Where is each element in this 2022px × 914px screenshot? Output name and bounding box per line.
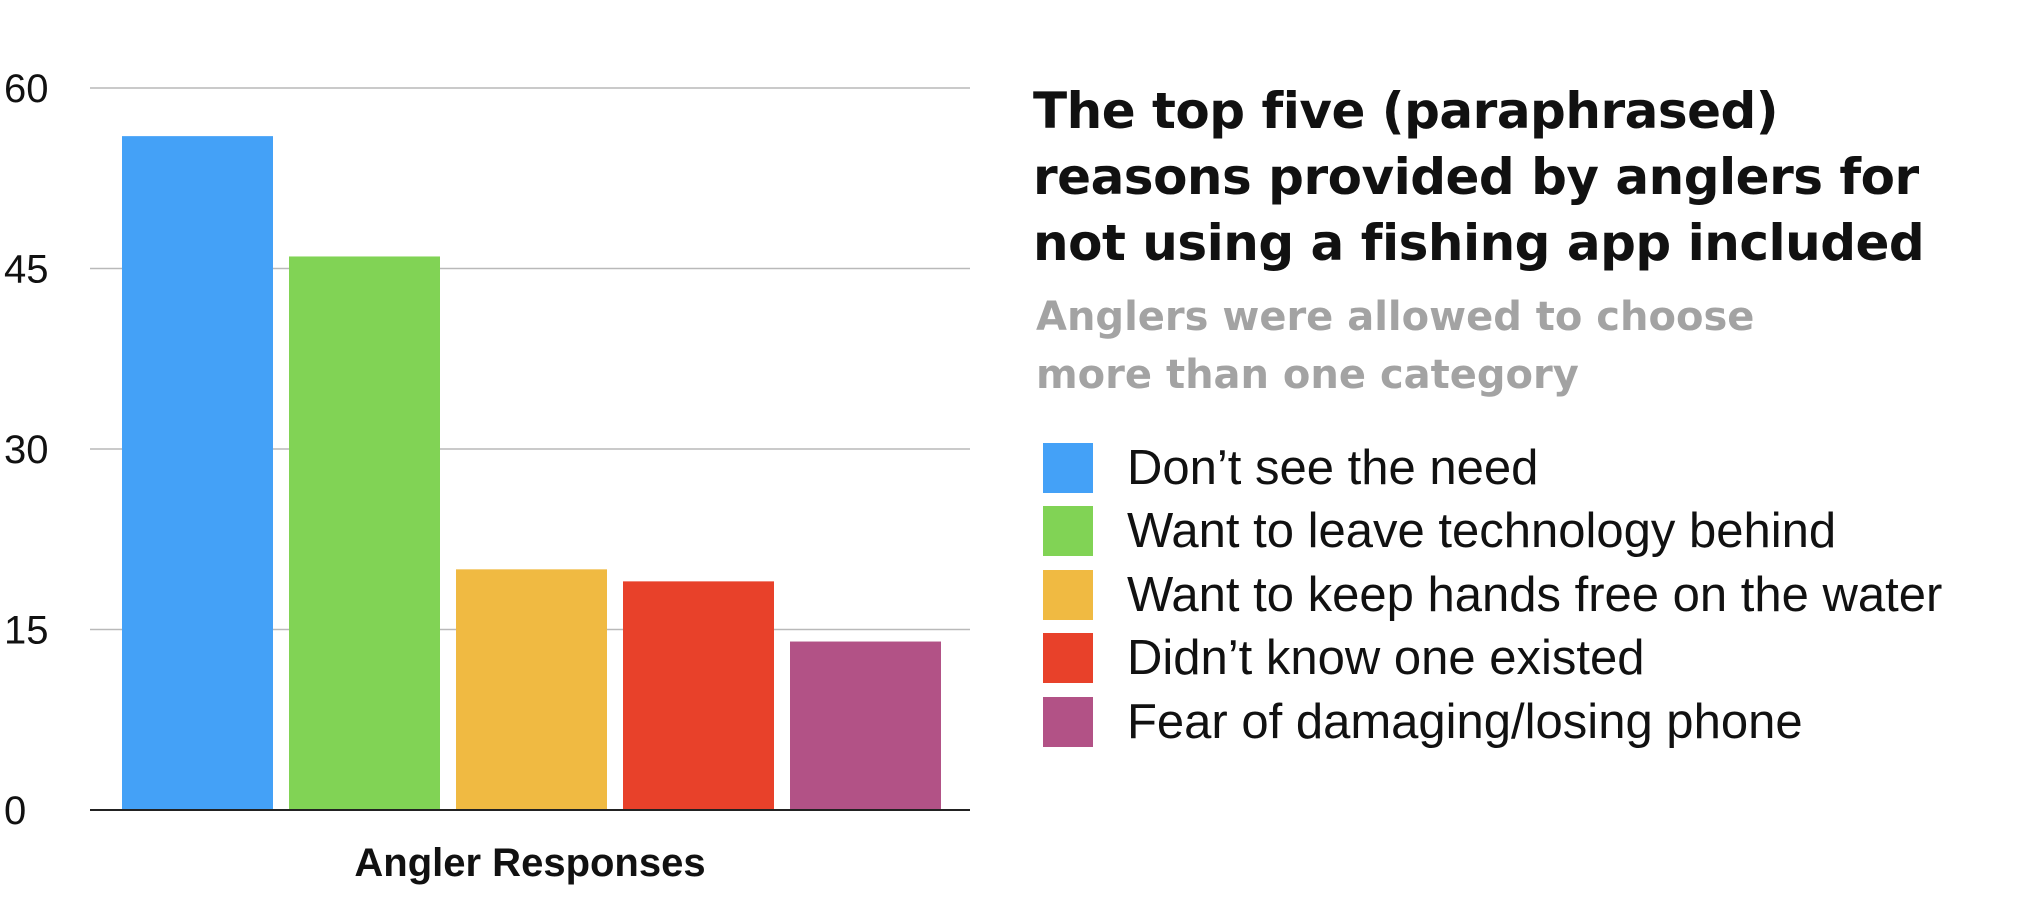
y-tick-label: 60	[4, 67, 49, 111]
bar-chart: 0 15 30 45 60 Angler Responses	[4, 67, 970, 885]
legend: Don’t see the need Want to leave technolo…	[1043, 436, 1942, 754]
legend-label: Didn’t know one existed	[1127, 631, 1645, 686]
legend-swatch	[1043, 442, 1093, 493]
bars	[122, 136, 941, 811]
bar	[289, 256, 440, 810]
legend-label: Don’t see the need	[1127, 440, 1539, 495]
legend-item: Fear of damaging/losing phone	[1043, 690, 1942, 754]
legend-swatch	[1043, 569, 1093, 620]
bar	[790, 641, 941, 810]
legend-label: Want to keep hands free on the water	[1127, 567, 1943, 622]
legend-item: Want to keep hands free on the water	[1043, 563, 1942, 627]
legend-swatch	[1043, 506, 1093, 557]
y-tick-label: 0	[4, 789, 26, 833]
legend-swatch	[1043, 633, 1093, 684]
chart-title: The top five (paraphrased) reasons provi…	[1033, 82, 1925, 272]
bar	[623, 581, 774, 810]
legend-item: Want to leave technology behind	[1043, 500, 1942, 564]
legend-item: Don’t see the need	[1043, 436, 1942, 500]
legend-item: Didn’t know one existed	[1043, 627, 1942, 691]
y-tick-label: 15	[4, 609, 49, 653]
x-axis-label: Angler Responses	[354, 841, 705, 885]
bar	[122, 136, 273, 811]
bar	[456, 569, 607, 810]
legend-label: Want to leave technology behind	[1127, 504, 1837, 559]
chart-subtitle: Anglers were allowed to choose more than…	[1036, 294, 1755, 398]
legend-swatch	[1043, 696, 1093, 747]
y-tick-label: 45	[4, 248, 49, 292]
legend-label: Fear of damaging/losing phone	[1127, 694, 1803, 749]
y-tick-label: 30	[4, 428, 49, 472]
y-axis-ticks: 0 15 30 45 60	[4, 67, 49, 833]
